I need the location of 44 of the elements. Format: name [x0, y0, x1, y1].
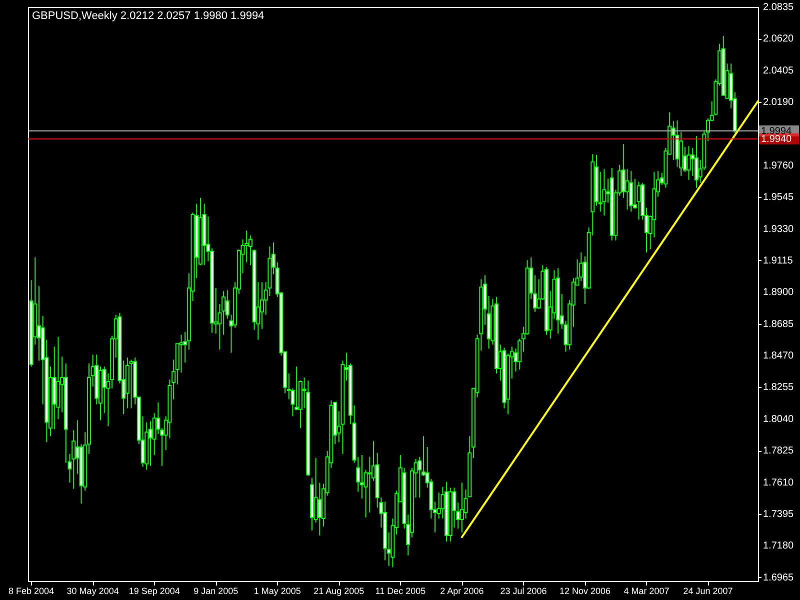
candlestick — [686, 146, 691, 180]
candlestick — [625, 168, 630, 210]
y-tick-label: 1.8255 — [763, 382, 794, 394]
candlestick — [318, 482, 322, 536]
candlestick — [602, 168, 606, 216]
y-tick-label: 2.0190 — [763, 97, 794, 108]
y-tick-label: 1.8470 — [763, 350, 794, 362]
x-tick-label: 8 Feb 2004 — [8, 586, 54, 596]
ref-line-label: 1.9940 — [761, 134, 792, 145]
y-tick-label: 1.8900 — [763, 287, 794, 298]
candlestick — [148, 420, 152, 466]
x-tick-label: 24 Jun 2007 — [683, 586, 733, 596]
candlestick — [129, 359, 134, 409]
y-tick-label: 1.8685 — [763, 318, 794, 330]
candlestick — [629, 170, 634, 212]
x-tick-label: 11 Dec 2005 — [375, 586, 426, 596]
y-tick-label: 1.8040 — [763, 414, 794, 425]
y-tick-label: 1.7180 — [763, 540, 794, 552]
candlestick — [179, 334, 184, 374]
x-tick-label: 19 Sep 2004 — [128, 586, 180, 596]
y-tick-label: 2.0835 — [763, 2, 794, 13]
x-tick-label: 4 Mar 2007 — [624, 586, 670, 596]
y-tick-label: 1.9760 — [763, 160, 794, 172]
x-tick-label: 12 Nov 2006 — [559, 586, 610, 596]
y-tick-label: 2.0405 — [763, 65, 794, 76]
y-tick-label: 2.0620 — [763, 34, 794, 45]
x-tick-label: 1 May 2005 — [254, 586, 301, 596]
candlestick — [460, 482, 464, 533]
y-tick-label: 1.7825 — [763, 446, 794, 457]
y-tick-label: 1.7610 — [763, 477, 794, 488]
y-tick-label: 1.9545 — [763, 192, 794, 204]
y-tick-label: 1.9115 — [763, 255, 794, 266]
x-tick-label: 21 Aug 2005 — [314, 586, 364, 596]
x-tick-label: 23 Jul 2006 — [500, 586, 547, 596]
y-tick-label: 1.7395 — [763, 508, 794, 520]
y-tick-label: 1.6965 — [763, 572, 794, 584]
y-tick-label: 1.9330 — [763, 224, 794, 235]
candlestick — [360, 454, 364, 500]
x-tick-label: 9 Jan 2005 — [194, 586, 238, 596]
chart-title: GBPUSD,Weekly 2.0212 2.0257 1.9980 1.9994 — [32, 10, 264, 22]
x-tick-label: 2 Apr 2006 — [440, 586, 484, 596]
candlestick — [368, 456, 372, 513]
candlestick — [694, 136, 698, 188]
x-tick-label: 30 May 2004 — [66, 586, 119, 596]
